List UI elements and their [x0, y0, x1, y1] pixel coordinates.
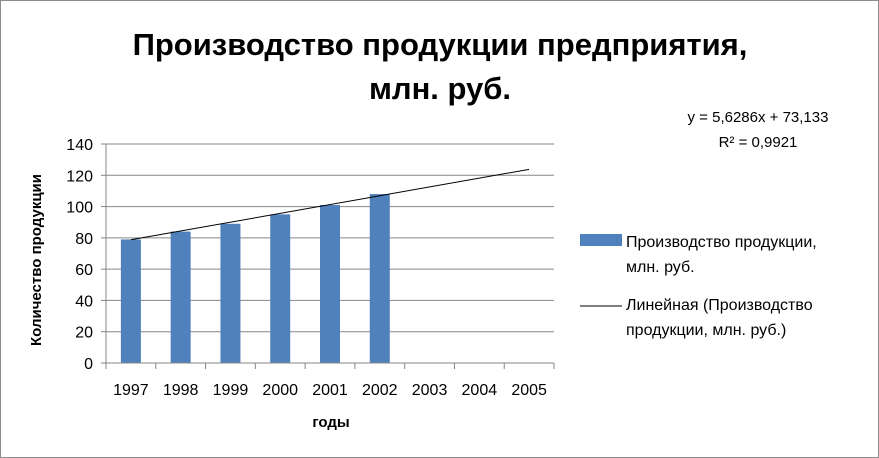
legend-label-trendline-line-2: продукции, млн. руб.) [626, 322, 786, 339]
x-axis-ticks: 1997 1998 1999 2000 2001 2002 2003 2004 2005 [105, 363, 555, 399]
x-tick-label: 1997 [113, 382, 149, 399]
y-tick-label: 60 [75, 262, 93, 279]
x-tick-label: 2005 [511, 382, 547, 399]
chart-title-line-2: млн. руб. [369, 71, 511, 106]
legend-label-bars-line-1: Производство продукции, [626, 234, 817, 251]
trendline-layer [130, 168, 530, 241]
trendline-equation: y = 5,6286x + 73,133 [688, 109, 829, 126]
axes [105, 144, 554, 364]
bar-series [120, 194, 390, 363]
y-tick-label: 40 [75, 293, 93, 310]
x-tick-label: 2000 [262, 382, 298, 399]
bar-2001 [320, 205, 340, 363]
x-tick-label: 1998 [163, 382, 199, 399]
x-tick-label: 2004 [462, 382, 498, 399]
y-tick-label: 120 [66, 168, 93, 185]
trendline [130, 168, 530, 241]
x-tick-label: 2002 [362, 382, 398, 399]
bar-1998 [170, 231, 191, 363]
x-axis-title: годы [312, 414, 349, 431]
legend-label-bars-line-2: млн. руб. [626, 259, 695, 276]
x-tick-label: 2003 [412, 382, 448, 399]
legend: Производство продукции, млн. руб. Линейн… [580, 234, 817, 339]
y-tick-label: 80 [75, 231, 93, 248]
legend-swatch-bars [580, 234, 622, 246]
y-tick-label: 140 [66, 137, 93, 154]
bar-1997 [120, 239, 141, 363]
trendline-r-squared: R² = 0,9921 [719, 134, 798, 151]
chart-title-line-1: Производство продукции предприятия, [133, 27, 748, 62]
x-tick-label: 2001 [312, 382, 348, 399]
y-tick-label: 0 [84, 356, 93, 373]
x-tick-label: 1999 [213, 382, 249, 399]
y-tick-label: 100 [66, 200, 93, 217]
y-axis-ticks: 0 20 40 60 80 100 120 140 [66, 137, 106, 373]
bar-2002 [369, 194, 390, 363]
y-tick-label: 20 [75, 325, 93, 342]
bar-1999 [220, 223, 241, 363]
bar-2000 [270, 214, 291, 363]
legend-label-trendline-line-1: Линейная (Производство [626, 297, 813, 314]
y-axis-title: Количество продукции [28, 174, 45, 346]
